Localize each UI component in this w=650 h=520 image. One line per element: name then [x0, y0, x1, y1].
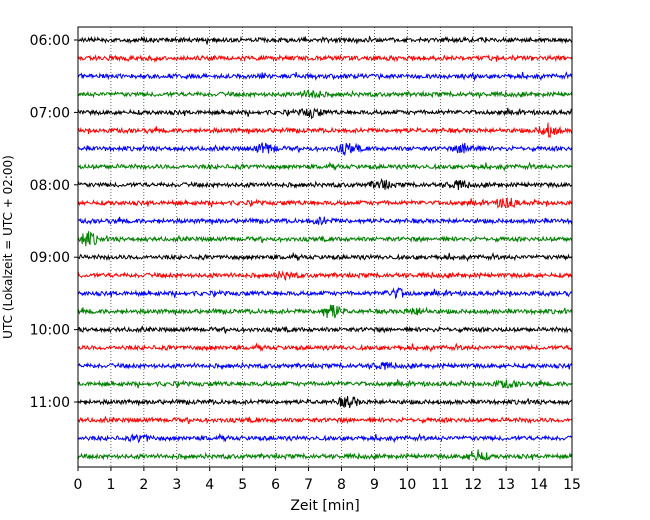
x-tick-label: 8: [337, 477, 346, 493]
x-tick-label: 0: [74, 477, 83, 493]
x-tick-label: 9: [370, 477, 379, 493]
x-tick-label: 6: [271, 477, 280, 493]
trace-row-8: [77, 178, 572, 191]
trace-row-17: [77, 342, 573, 353]
y-tick-label: 07:00: [30, 105, 70, 121]
trace-row-0: [77, 35, 573, 45]
trace-row-16: [77, 325, 573, 334]
trace-row-6: [77, 142, 573, 157]
trace-row-1: [77, 53, 573, 64]
trace-row-23: [77, 449, 573, 462]
x-tick-label: 12: [464, 477, 482, 493]
x-tick-label: 11: [431, 477, 449, 493]
trace-row-18: [77, 361, 573, 371]
plot-frame: [77, 26, 573, 468]
trace-row-4: [77, 107, 573, 120]
trace-row-21: [77, 415, 573, 425]
x-tick-label: 4: [205, 477, 214, 493]
x-tick-label: 5: [238, 477, 247, 493]
y-axis-label: UTC (Lokalzeit = UTC + 02:00): [1, 155, 15, 339]
x-tick-label: 3: [172, 477, 181, 493]
y-tick-label: 09:00: [30, 250, 70, 266]
trace-row-19: [77, 379, 573, 389]
y-tick-label: 06:00: [30, 33, 70, 49]
x-tick-label: 2: [139, 477, 148, 493]
trace-row-11: [77, 231, 573, 247]
x-axis-ticks: 0 1 2 3 4 5 6 7 8 9 10 11 12 13 14 15: [74, 467, 581, 493]
y-axis-ticks: 06:00 07:00 08:00 09:00 10:00 11:00: [30, 33, 78, 411]
trace-row-20: [77, 396, 573, 409]
x-tick-label: 10: [398, 477, 416, 493]
x-tick-label: 13: [497, 477, 515, 493]
trace-row-5: [77, 122, 573, 139]
y-tick-label: 11:00: [30, 395, 70, 411]
x-tick-label: 7: [304, 477, 313, 493]
trace-row-15: [77, 304, 573, 319]
trace-row-9: [77, 196, 573, 209]
x-axis-label: Zeit [min]: [290, 498, 359, 514]
trace-row-3: [77, 88, 573, 100]
y-tick-label: 08:00: [30, 178, 70, 194]
grid: [110, 27, 540, 467]
trace-row-22: [77, 432, 573, 444]
trace-row-12: [77, 251, 573, 263]
x-tick-label: 1: [106, 477, 115, 493]
trace-row-13: [77, 270, 573, 281]
trace-row-10: [78, 216, 573, 226]
x-tick-label: 14: [530, 477, 548, 493]
trace-row-7: [77, 161, 573, 172]
trace-row-2: [77, 71, 573, 82]
x-tick-label: 15: [563, 477, 581, 493]
trace-row-14: [77, 287, 573, 300]
traces: [77, 35, 573, 462]
y-tick-label: 10:00: [30, 323, 70, 339]
